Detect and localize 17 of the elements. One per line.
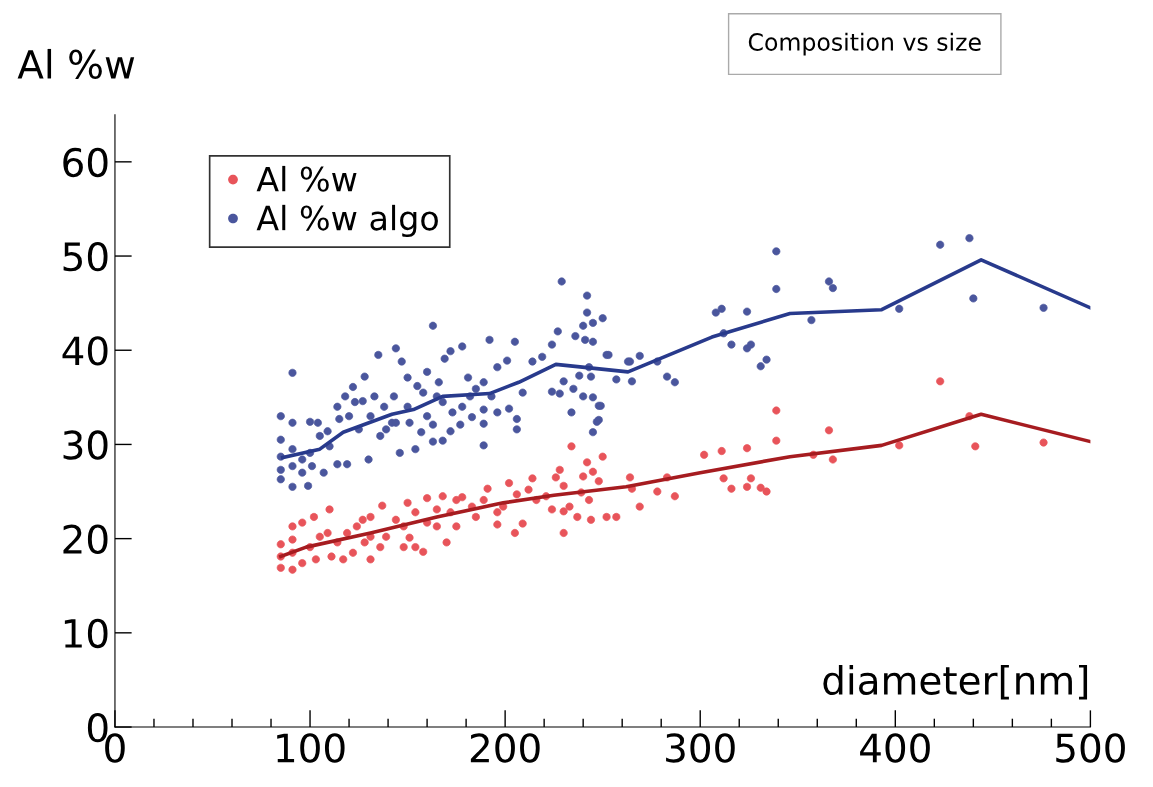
y-tick-label: 50: [63, 241, 108, 272]
y-tick-label: 10: [64, 618, 108, 649]
x-tick-label: 200: [470, 733, 540, 763]
line-series: [278, 412, 1091, 559]
y-axis-title: Al %w: [17, 48, 135, 80]
y-tick-label: 30: [63, 430, 108, 460]
x-axis-title: diameter[nm]: [823, 664, 1088, 700]
y-tick-label: 20: [63, 524, 108, 554]
x-tick-label: 400: [860, 733, 930, 763]
y-tick-label: 60: [63, 147, 108, 178]
y-tick-label: 40: [62, 336, 108, 366]
legend-label: Al %w algo: [256, 204, 438, 238]
chart-title: Composition vs size: [748, 32, 981, 56]
x-tick-label: 500: [1056, 733, 1125, 763]
x-tick-label: 100: [277, 733, 345, 763]
legend-label: Al %w: [256, 165, 357, 192]
x-tick-label: 300: [666, 733, 735, 763]
